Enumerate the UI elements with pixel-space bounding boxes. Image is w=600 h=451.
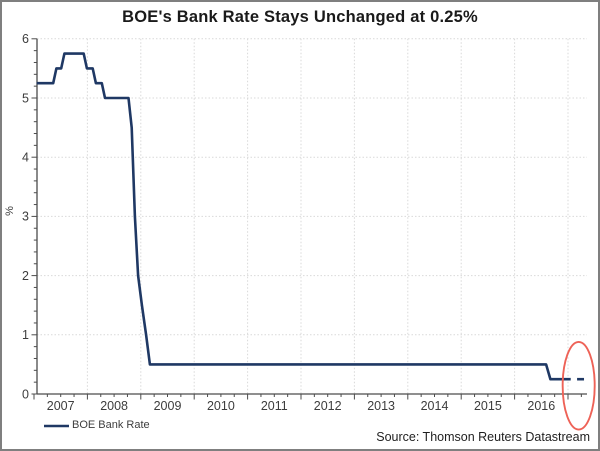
y-tick-label: 5	[22, 91, 29, 105]
x-tick-label: 2010	[207, 399, 235, 413]
x-tick-label: 2009	[154, 399, 182, 413]
y-tick-label: 4	[22, 151, 29, 165]
legend-item: BOE Bank Rate	[72, 419, 150, 431]
x-tick-label: 2012	[314, 399, 342, 413]
page-title: BOE's Bank Rate Stays Unchanged at 0.25%	[122, 8, 478, 26]
y-tick-label: 1	[22, 328, 29, 342]
source-credit: Source: Thomson Reuters Datastream	[376, 430, 590, 444]
x-tick-label: 2011	[261, 399, 288, 413]
y-tick-label: 2	[22, 269, 29, 283]
y-tick-label: 6	[22, 32, 29, 46]
y-tick-label: 0	[22, 387, 29, 401]
x-tick-label: 2013	[367, 399, 395, 413]
x-tick-label: 2008	[100, 399, 128, 413]
x-tick-label: 2016	[527, 399, 555, 413]
x-tick-label: 2015	[474, 399, 502, 413]
x-tick-label: 2007	[47, 399, 75, 413]
legend-label: BOE Bank Rate	[72, 419, 150, 431]
x-tick-label: 2014	[421, 399, 449, 413]
boe-rate-line	[36, 52, 571, 381]
highlight-ellipse	[561, 340, 596, 431]
y-tick-label: 3	[22, 210, 29, 224]
